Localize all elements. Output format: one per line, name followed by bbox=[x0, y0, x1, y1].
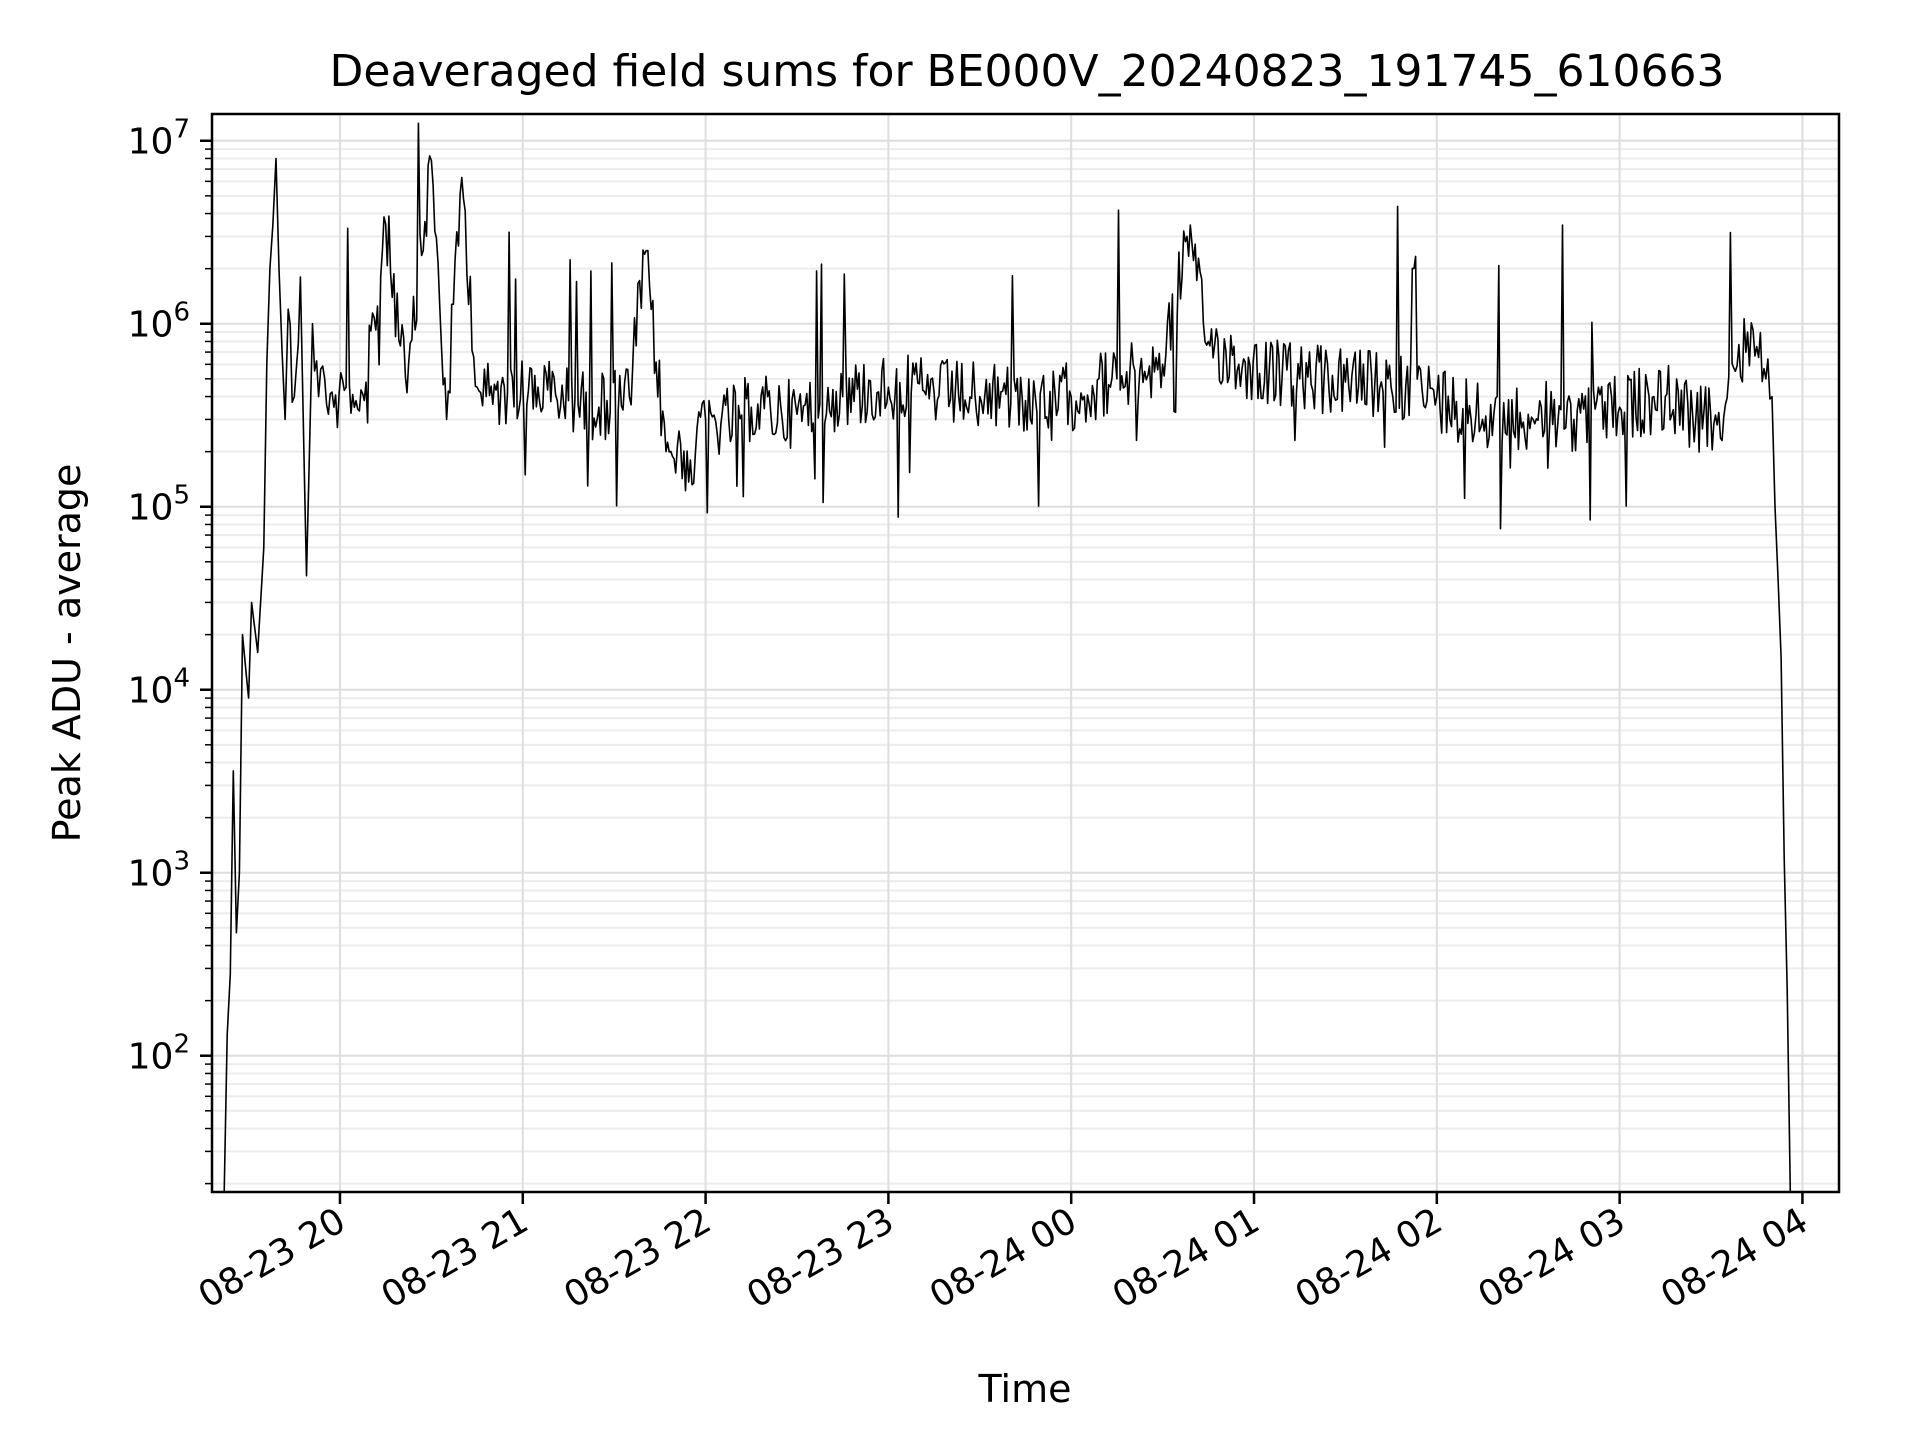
grid bbox=[212, 114, 1839, 1192]
x-tick-label: 08-24 04 bbox=[1654, 1200, 1815, 1316]
x-tick-label: 08-23 21 bbox=[375, 1200, 536, 1316]
x-tick-label: 08-24 03 bbox=[1471, 1200, 1632, 1316]
y-tick-label: 104 bbox=[128, 664, 190, 712]
x-tick-label: 08-23 23 bbox=[740, 1200, 901, 1316]
y-axis-label: Peak ADU - average bbox=[45, 464, 89, 843]
plot-frame bbox=[210, 112, 1841, 1194]
x-axis-ticks: 08-23 20 08-23 21 08-23 22 08-23 23 08-24 00… bbox=[192, 1192, 1815, 1317]
y-tick-label: 102 bbox=[128, 1030, 190, 1078]
y-tick-label: 106 bbox=[128, 298, 190, 346]
series-line bbox=[223, 122, 1792, 1193]
chart-title: Deaveraged field sums for BE000V_2024082… bbox=[330, 46, 1725, 97]
x-tick-label: 08-24 00 bbox=[923, 1200, 1084, 1316]
y-axis-ticks: 102 103 104 105 106 107 bbox=[128, 115, 212, 1185]
y-tick-label: 105 bbox=[128, 481, 190, 529]
x-tick-label: 08-24 02 bbox=[1289, 1200, 1450, 1316]
y-tick-label: 107 bbox=[128, 115, 190, 163]
y-tick-label: 103 bbox=[128, 847, 190, 895]
x-axis-label: Time bbox=[978, 1367, 1072, 1411]
x-tick-label: 08-23 22 bbox=[557, 1200, 718, 1316]
x-tick-label: 08-23 20 bbox=[192, 1200, 353, 1316]
x-tick-label: 08-24 01 bbox=[1106, 1200, 1267, 1316]
